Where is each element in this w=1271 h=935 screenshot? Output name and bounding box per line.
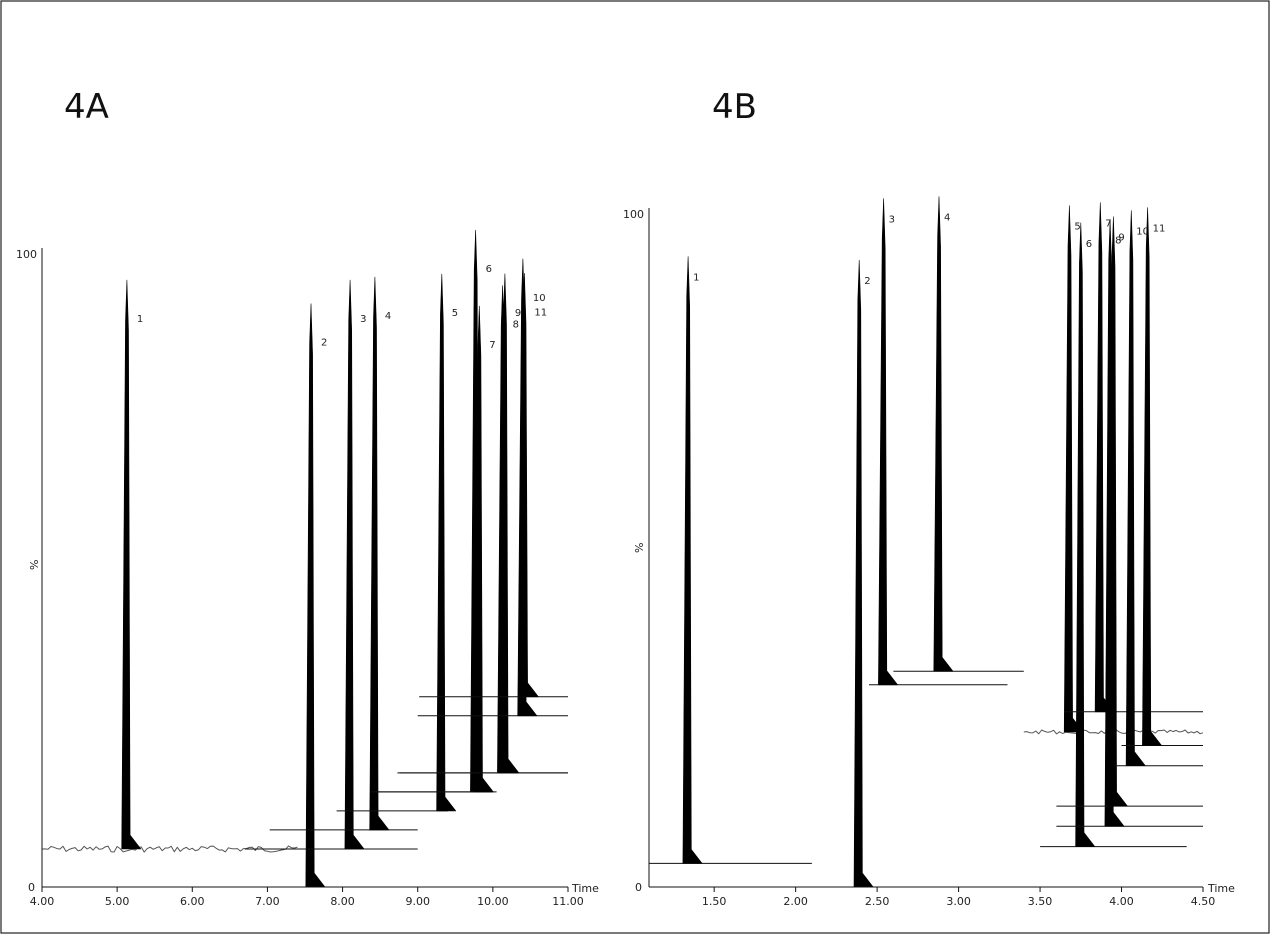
panel-4a-peak-3: [344, 279, 365, 850]
panel-4b-peak-4: [933, 196, 954, 672]
panel-4b-peak-label-9: 9: [1118, 233, 1124, 244]
panel-4b-axes: 100 0 % Time: [623, 208, 1235, 895]
panel-4b-peak-label-3: 3: [889, 215, 895, 226]
panel-4a-peak-9: [499, 273, 520, 774]
panel-4b-x-tick-label: 1.50: [702, 895, 727, 908]
panel-4b-x-tick-label: 4.00: [1109, 895, 1134, 908]
panel-4a-x-ticks: 4.00 5.00 6.00 7.00 8.00 9.00 10.00 11.00: [30, 887, 584, 908]
panel-4a-peak-label-10: 10: [533, 293, 546, 304]
panel-4a-label: 4A: [64, 87, 109, 127]
panel-4a-x-tick-label: 11.00: [552, 895, 584, 908]
panel-4b: 4B 1 2 3 4 56 789 10 11 100 0 % Time 1.50 2.00 2.…: [623, 87, 1235, 908]
panel-4b-peak-label-5: 5: [1074, 222, 1080, 233]
panel-4a-x-tick-label: 5.00: [105, 895, 130, 908]
panel-4a-peak-label-2: 2: [321, 338, 327, 349]
panel-4b-peak-9: [1107, 216, 1128, 807]
panel-4b-y-tick-100: 100: [623, 208, 644, 221]
panel-4a-peak-label-6: 6: [486, 264, 492, 275]
panel-4a-peak-label-3: 3: [360, 314, 366, 325]
panel-4b-peak-label-4: 4: [944, 213, 950, 224]
panel-4a-x-tick-label: 10.00: [477, 895, 509, 908]
panel-4a-y-axis-title: %: [28, 560, 41, 570]
panel-4a-peak-label-8: 8: [513, 320, 519, 331]
panel-4b-peak-1: [682, 256, 703, 864]
panel-4b-peaks: 1 2 3 4 56 789 10 11: [649, 196, 1204, 888]
panel-4a-axes: 100 0 % Time: [16, 248, 599, 895]
panel-4b-x-tick-label: 2.00: [783, 895, 808, 908]
panel-4a-x-tick-label: 8.00: [330, 895, 355, 908]
panel-4a-peak-4: [369, 276, 390, 831]
panel-4b-x-tick-label: 4.50: [1191, 895, 1216, 908]
panel-4a-peak-5: [436, 273, 457, 812]
panel-4a-x-tick-label: 7.00: [255, 895, 280, 908]
panel-4b-y-tick-0: 0: [635, 881, 642, 894]
panel-4a-peak-label-5: 5: [452, 308, 458, 319]
panel-4b-label: 4B: [712, 87, 757, 127]
panel-4a-trace-1: [41, 845, 298, 853]
panel-4a-x-tick-label: 4.00: [30, 895, 55, 908]
panel-4b-peak-label-2: 2: [864, 276, 870, 287]
panel-4a-peak-label-9: 9: [515, 308, 521, 319]
panel-4a-peak-label-1: 1: [137, 314, 143, 325]
panel-4b-x-tick-label: 3.00: [946, 895, 971, 908]
panel-4a-y-tick-100: 100: [16, 248, 37, 261]
panel-4a-y-tick-0: 0: [28, 881, 35, 894]
panel-4b-peak-2: [853, 259, 874, 888]
panel-4a-peak-label-7: 7: [489, 340, 495, 351]
panel-4a-peak-1: [121, 279, 142, 850]
panel-4a-peak-label-11: 11: [534, 307, 547, 318]
panel-4a-x-tick-label: 6.00: [180, 895, 205, 908]
panel-4b-peak-label-11: 11: [1153, 224, 1166, 235]
panel-4a-x-tick-label: 9.00: [405, 895, 430, 908]
panel-4b-peak-3: [878, 198, 898, 686]
panel-4a-peak-2: [305, 303, 326, 888]
panel-4b-peak-11: [1142, 207, 1162, 746]
panel-4a: 4A 1 2 3 4 5 6 7 89 10 11 100 0 % Time 4.00 5.00 6.…: [16, 87, 599, 908]
panel-4a-peak-label-4: 4: [385, 311, 391, 322]
panel-4b-peak-label-10: 10: [1136, 227, 1149, 238]
panel-4b-peak-label-1: 1: [693, 273, 699, 284]
panel-4a-peaks: 1 2 3 4 5 6 7 89 10 11: [41, 229, 568, 888]
panel-4b-peak-label-8: 8: [1115, 236, 1121, 247]
panel-4a-peak-11: [518, 273, 539, 698]
panel-4a-peak-7: [473, 305, 494, 793]
panel-4b-y-axis-title: %: [633, 543, 646, 553]
panel-4a-x-axis-title: Time: [571, 882, 599, 895]
panel-4b-peak-6: [1075, 222, 1096, 847]
panel-4b-x-axis-title: Time: [1207, 882, 1235, 895]
panel-4b-x-tick-label: 3.50: [1028, 895, 1053, 908]
panel-4b-x-tick-label: 2.50: [865, 895, 890, 908]
panel-4b-peak-10: [1125, 210, 1146, 766]
panel-4b-peak-label-6: 6: [1086, 239, 1092, 250]
panel-4b-x-ticks: 1.50 2.00 2.50 3.00 3.50 4.00 4.50: [702, 887, 1215, 908]
panel-4b-peak-label-7: 7: [1105, 219, 1111, 230]
